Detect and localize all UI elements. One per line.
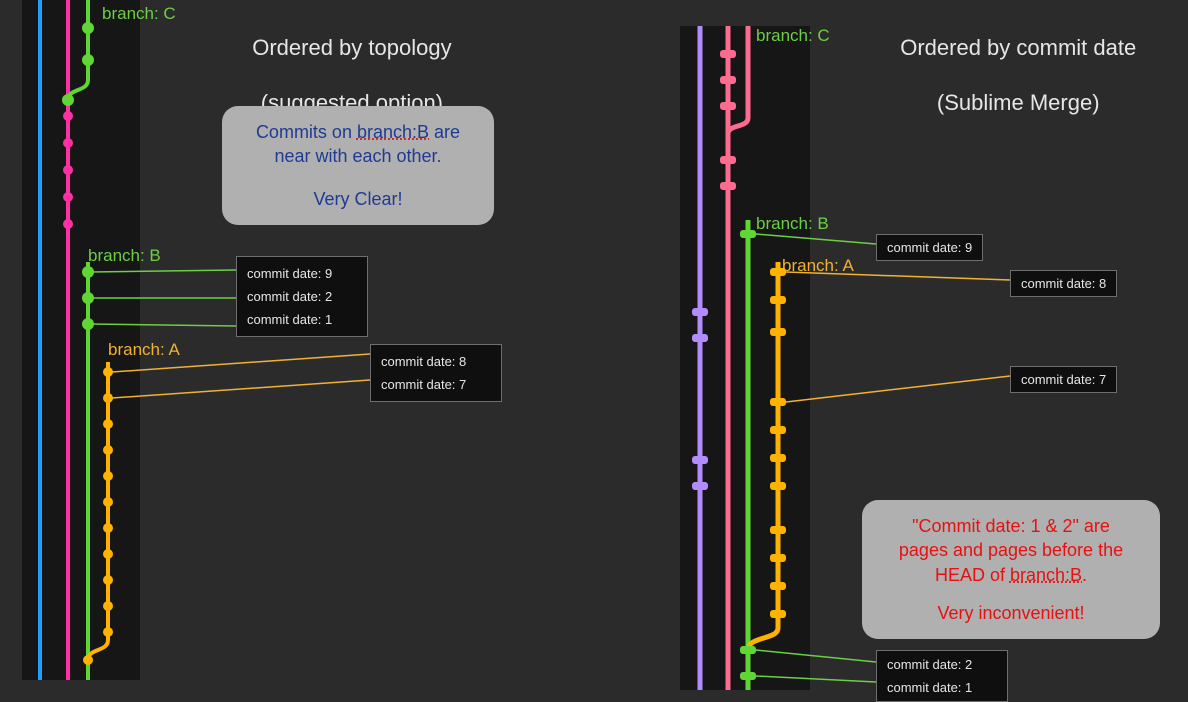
right-callout-text-4: Very inconvenient! — [880, 601, 1142, 625]
right-title-line1: Ordered by commit date — [900, 35, 1136, 60]
right-title-line2: (Sublime Merge) — [937, 90, 1100, 115]
right-callout: "Commit date: 1 & 2" are pages and pages… — [862, 500, 1160, 639]
right-callout-text-3b: branch:B — [1010, 565, 1082, 585]
right-commit-7: commit date: 7 — [1010, 366, 1117, 393]
right-callout-text-1: "Commit date: 1 & 2" are — [880, 514, 1142, 538]
right-commit-8: commit date: 8 — [1010, 270, 1117, 297]
right-callout-text-2: pages and pages before the — [880, 538, 1142, 562]
right-commit-2-1: commit date: 2 commit date: 1 — [876, 650, 1008, 702]
right-callout-text-3c: . — [1082, 565, 1087, 585]
right-commit-9: commit date: 9 — [876, 234, 983, 261]
right-branch-b-label: branch: B — [756, 214, 829, 234]
right-title: Ordered by commit date (Sublime Merge) — [888, 6, 1136, 116]
right-branch-c-label: branch: C — [756, 26, 830, 46]
right-callout-text-3a: HEAD of — [935, 565, 1010, 585]
right-commit-2-text: commit date: 2 — [887, 653, 997, 676]
right-branch-a-label: branch: A — [782, 256, 854, 276]
right-commit-1-text: commit date: 1 — [887, 676, 997, 699]
